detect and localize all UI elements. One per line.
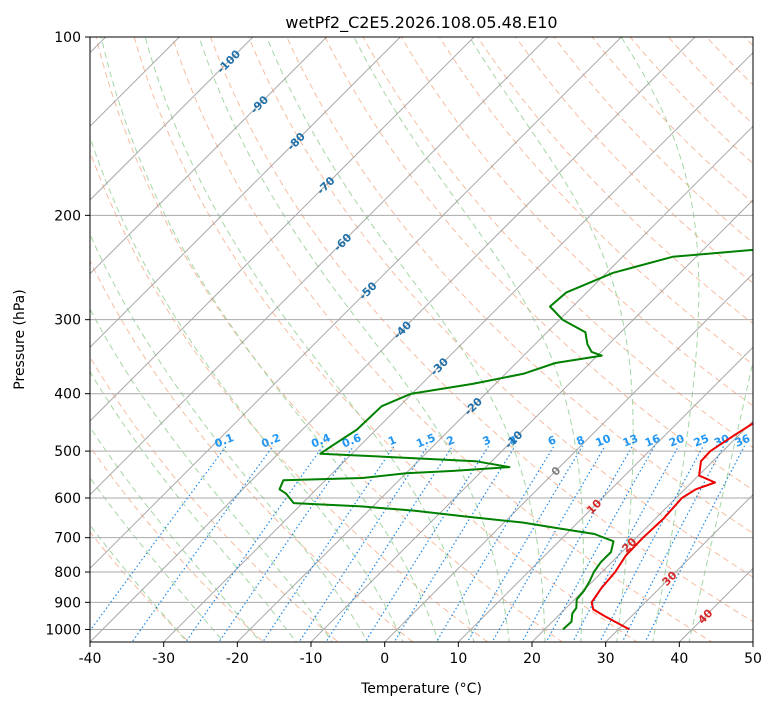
mixing-ratio-line <box>491 445 606 642</box>
dewpoint-line <box>278 248 753 631</box>
x-tick-label: 30 <box>597 651 615 667</box>
isotherm-line <box>90 37 402 349</box>
mixing-ratio-label: 25 <box>692 432 711 450</box>
y-tick-label: 100 <box>54 30 81 46</box>
mixing-ratio-line <box>435 445 555 642</box>
y-tick-label: 400 <box>54 387 81 403</box>
isotherm-line <box>531 420 753 642</box>
x-tick-label: 20 <box>523 651 541 667</box>
mixing-ratio-line <box>393 445 516 642</box>
y-tick-label: 600 <box>54 491 81 507</box>
mixing-ratio-line <box>644 445 746 642</box>
moist-adiabat <box>100 37 440 642</box>
dry-adiabat <box>515 37 753 284</box>
dry-adiabat <box>95 37 564 642</box>
mixing-ratio-lines <box>90 445 746 642</box>
mixing-ratio-line <box>364 445 490 642</box>
mixing-ratio-line <box>545 445 656 642</box>
moist-adiabat <box>620 37 700 642</box>
plot-frame <box>89 36 754 643</box>
isotherm-line <box>310 199 753 642</box>
mixing-ratio-label: 3 <box>481 433 493 448</box>
dry-adiabat <box>90 356 340 642</box>
dry-adiabat <box>324 37 753 491</box>
moist-adiabat <box>353 37 584 642</box>
mixing-ratio-line <box>466 445 584 642</box>
y-tick-label: 1000 <box>45 622 81 638</box>
mixing-ratio-line <box>262 445 395 642</box>
dry-adiabat <box>90 531 190 642</box>
isotherm-line <box>90 37 475 422</box>
y-tick-label: 500 <box>54 444 81 460</box>
dry-adiabat <box>171 37 713 642</box>
isotherm-line <box>457 346 753 642</box>
x-tick-label: -30 <box>152 651 175 667</box>
isotherm-line <box>90 37 328 275</box>
mixing-ratio-label: 20 <box>667 432 686 450</box>
dry-adiabat <box>90 150 489 642</box>
mixing-ratio-label: 1 <box>386 433 398 448</box>
dry-adiabat <box>248 37 753 578</box>
y-axis-title: Pressure (hPa) <box>12 289 28 389</box>
y-tick-label: 900 <box>54 595 81 611</box>
mixing-ratio-label: 2 <box>445 433 457 448</box>
mixing-ratio-label: 16 <box>643 432 662 450</box>
mixing-ratio-line <box>218 445 355 642</box>
isotherm-line <box>90 37 254 201</box>
x-axis-title: Temperature (°C) <box>360 681 482 697</box>
x-tick-label: 10 <box>449 651 467 667</box>
x-tick-label: -10 <box>300 651 323 667</box>
temperature-line <box>590 422 753 631</box>
x-tick-label: -40 <box>79 651 102 667</box>
isotherm-line <box>383 272 753 642</box>
x-axis: -40 -30 -20 -10 0 10 20 30 40 50 <box>79 642 762 667</box>
mixing-ratio-label: 13 <box>621 432 640 450</box>
moist-adiabat <box>266 37 546 642</box>
isotherms <box>90 37 753 642</box>
x-tick-label: 0 <box>380 651 389 667</box>
moist-adiabat <box>469 37 634 642</box>
x-tick-label: -20 <box>226 651 249 667</box>
y-tick-label: 800 <box>54 565 81 581</box>
y-tick-label: 200 <box>54 208 81 224</box>
y-tick-label: 700 <box>54 531 81 547</box>
isotherm-line <box>90 37 696 642</box>
mixing-ratio-line <box>572 445 680 642</box>
moist-adiabat <box>90 308 333 642</box>
isotherm-line <box>162 51 753 642</box>
mixing-ratio-label: 10 <box>594 432 613 450</box>
mixing-ratio-label: 30 <box>712 432 731 450</box>
y-axis: 1000 900 800 700 600 500 400 300 200 100 <box>45 30 90 638</box>
isotherm-line <box>90 37 623 570</box>
isotherm-line <box>90 37 181 128</box>
chart-title: wetPf2_C2E5.2026.108.05.48.E10 <box>285 13 557 33</box>
isotherm-line <box>236 125 753 642</box>
dry-adiabat <box>90 445 265 642</box>
dry-adiabat <box>90 259 414 642</box>
pressure-gridlines <box>90 37 753 630</box>
x-tick-label: 50 <box>744 651 762 667</box>
mixing-ratio-line <box>131 445 274 642</box>
y-tick-label: 300 <box>54 313 81 329</box>
isotherm-line <box>604 493 753 642</box>
dry-adiabat <box>133 37 638 642</box>
dry-adiabat <box>362 37 753 449</box>
isotherm-line <box>90 37 549 496</box>
dry-adiabat <box>209 37 753 623</box>
sounding-series <box>278 248 753 631</box>
x-tick-label: 40 <box>670 651 688 667</box>
mixing-ratio-line <box>521 445 634 642</box>
mixing-ratio-label: 8 <box>575 433 587 448</box>
mixing-ratio-label: 36 <box>733 432 752 450</box>
mixing-ratio-line <box>599 445 704 642</box>
moist-adiabat <box>144 37 475 642</box>
plot-area: 0.1 0.2 0.4 0.6 1 1.5 2 3 4 6 8 10 13 16 20 25 30 36-100-… <box>90 37 753 642</box>
